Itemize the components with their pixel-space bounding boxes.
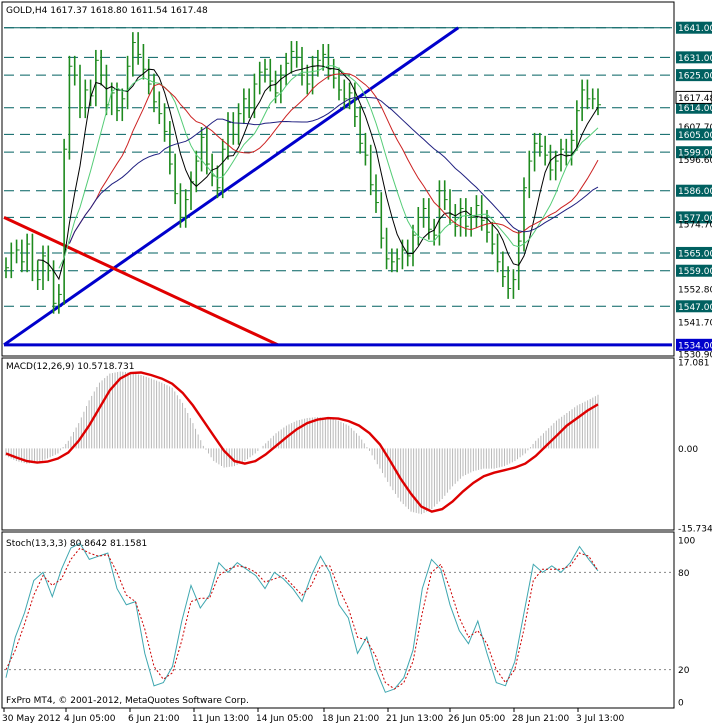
ma-green-line	[58, 65, 599, 269]
stoch-main-line	[5, 542, 599, 693]
time-tick-label: 3 Jul 13:00	[576, 714, 625, 724]
macd-signal-line	[5, 371, 599, 513]
trendline-red	[3, 216, 279, 347]
copyright-text: FxPro MT4, © 2001-2012, MetaQuotes Softw…	[6, 696, 249, 706]
moving-averages	[37, 65, 599, 281]
time-tick-label: 4 Jun 05:00	[64, 714, 116, 724]
price-tick-label: 1631.00	[678, 54, 712, 64]
macd-pane-frame	[1, 357, 675, 531]
ma-navy-line	[68, 96, 599, 244]
level-tag	[676, 184, 712, 197]
price-tick-label: 1574.70	[678, 221, 712, 231]
trendline-blue	[3, 26, 460, 347]
stoch-tick-label: 100	[678, 537, 695, 547]
main-pane-frame	[1, 1, 675, 357]
price-tick-label: 1586.00	[678, 187, 712, 197]
price-tick-label: 1565.00	[678, 249, 712, 259]
level-tag	[676, 101, 712, 114]
price-bars	[5, 32, 601, 314]
macd-tick-label: 0.00	[678, 445, 698, 455]
time-axis: 30 May 2012 4 Jun 05:00 6 Jun 21:00 11 Jun …	[2, 708, 625, 724]
level-tag	[676, 338, 712, 351]
level-tag	[676, 128, 712, 141]
stoch-pane-frame	[1, 531, 675, 709]
time-tick-label: 11 Jun 13:00	[192, 714, 249, 724]
price-tick-label: 1559.00	[678, 267, 712, 277]
price-tick-label: 1541.70	[678, 318, 712, 328]
time-tick-label: 28 Jun 21:00	[512, 714, 569, 724]
level-tag	[676, 21, 712, 34]
stoch-tick-label: 0	[678, 699, 684, 709]
price-tick-label: 1605.00	[678, 131, 712, 141]
stoch-tick-label: 80	[678, 569, 690, 579]
ma-red-line	[68, 72, 599, 244]
stoch-tick-label: 20	[678, 666, 690, 676]
time-tick-label: 30 May 2012	[2, 714, 61, 724]
time-tick-label: 6 Jun 21:00	[128, 714, 180, 724]
price-tick-label: 1530.90	[678, 351, 712, 361]
price-tick-label: 1599.00	[678, 149, 712, 159]
time-tick-label: 21 Jun 13:00	[386, 714, 443, 724]
macd-header: MACD(12,26,9) 10.5718.731	[6, 362, 134, 372]
price-axis: 1641.00 1631.00 1625.00 1614.00 1607.701605.…	[675, 21, 712, 361]
time-tick-label: 26 Jun 05:00	[448, 714, 505, 724]
level-tag	[676, 246, 712, 259]
level-tag	[676, 146, 712, 159]
macd-tick-label: -15.734	[678, 525, 712, 535]
level-tag	[676, 211, 712, 224]
stochastic-indicator: 100 80 20 0	[4, 537, 695, 709]
price-tick-label: 1577.00	[678, 214, 712, 224]
macd-indicator: 17.081 0.00 -15.734	[5, 359, 712, 535]
price-tick-label: 1625.00	[678, 72, 712, 82]
horizontal-levels	[4, 27, 672, 307]
stoch-signal-line	[5, 547, 599, 690]
level-tag	[676, 300, 712, 313]
ma-black-line	[37, 65, 599, 281]
price-tick-label: 1552.80	[678, 286, 712, 296]
time-tick-label: 14 Jun 05:00	[256, 714, 313, 724]
current-price-label: 1617.48	[678, 94, 712, 104]
price-tick-label: 1534.00	[678, 341, 712, 351]
macd-tick-label: 17.081	[678, 359, 710, 369]
price-tick-label: 1547.00	[678, 303, 712, 313]
main-header: GOLD,H4 1617.37 1618.80 1611.54 1617.48	[6, 6, 208, 16]
level-tag	[676, 69, 712, 82]
price-tick-label: 1596.60	[678, 156, 712, 166]
price-tick-label: 1641.00	[678, 24, 712, 34]
price-tick-label: 1607.70	[678, 123, 712, 133]
time-tick-label: 18 Jun 21:00	[322, 714, 379, 724]
trendlines	[3, 26, 672, 347]
level-tag	[676, 51, 712, 64]
price-tick-label: 1614.00	[678, 104, 712, 114]
stoch-header: Stoch(13,3,3) 80.8642 81.1581	[6, 539, 147, 549]
level-tag	[676, 264, 712, 277]
current-price-box	[675, 90, 712, 104]
